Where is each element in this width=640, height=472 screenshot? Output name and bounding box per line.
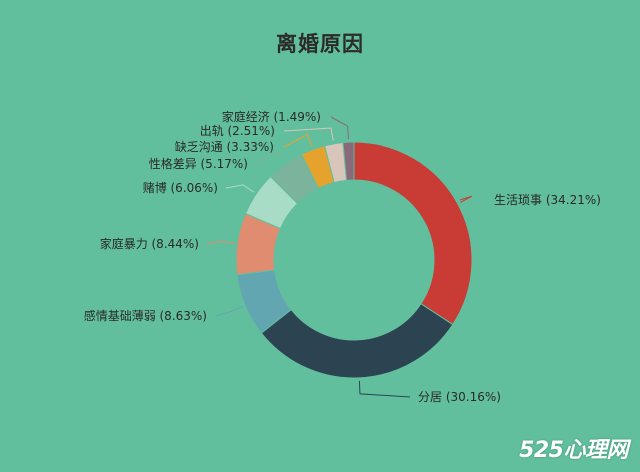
leader-line-4 (225, 184, 255, 193)
leader-line-1 (358, 380, 411, 398)
watermark-logo: 525心理网 (519, 438, 628, 463)
slice-label-2: 感情基础薄弱 (8.63%) (84, 308, 207, 323)
leader-line-2 (215, 306, 243, 317)
slice-label-3: 家庭暴力 (8.44%) (100, 236, 199, 251)
slice-label-4: 赌博 (6.06%) (143, 180, 218, 195)
slice-label-5: 性格差异 (5.17%) (149, 156, 248, 171)
leader-line-0 (459, 195, 473, 203)
slice-0 (353, 141, 473, 326)
slice-label-6: 缺乏沟通 (3.33%) (175, 139, 274, 154)
slice-8 (342, 141, 355, 181)
leader-line-5 (255, 150, 284, 165)
leader-line-8 (330, 116, 349, 140)
slice-label-8: 家庭经济 (1.49%) (222, 109, 321, 124)
leader-line-3 (206, 240, 235, 245)
leader-line-7 (283, 127, 334, 141)
slice-label-7: 出轨 (2.51%) (200, 124, 275, 138)
slice-label-1: 分居 (30.16%) (418, 390, 501, 404)
slice-1 (260, 303, 454, 379)
chart-title: 离婚原因 (276, 32, 364, 56)
slice-label-0: 生活琐事 (34.21%) (494, 192, 601, 207)
leader-line-6 (283, 133, 313, 148)
